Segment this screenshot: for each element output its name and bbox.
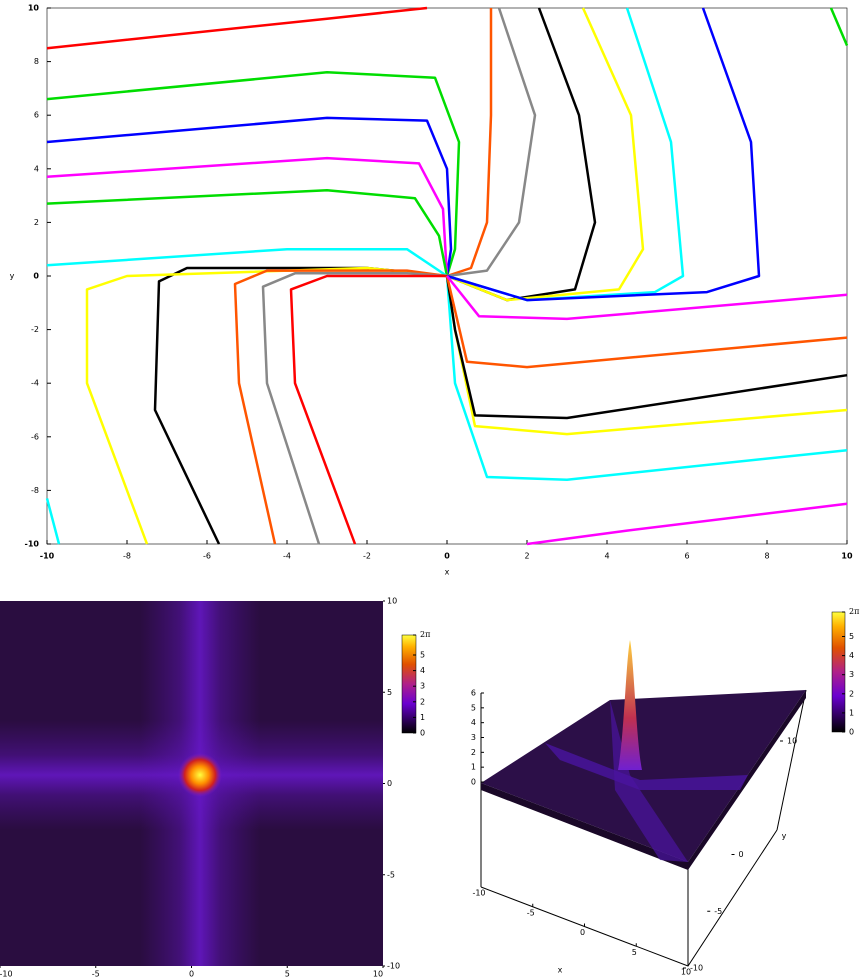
x-tick-label: -2 xyxy=(363,552,371,561)
y-tick-label: 4 xyxy=(34,164,39,173)
z-tick-label: 0 xyxy=(471,778,476,787)
y-tick-label: 2 xyxy=(34,218,39,227)
x-tick-label: -4 xyxy=(283,552,291,561)
trajectory xyxy=(445,275,848,481)
trajectory xyxy=(526,502,848,546)
trajectory xyxy=(289,274,447,545)
surface-image xyxy=(480,640,807,967)
trajectory xyxy=(446,8,493,278)
x-tick-label: -10 xyxy=(0,970,13,979)
x-tick-label: 5 xyxy=(632,948,637,957)
colorbar-tick-label: 2 xyxy=(420,697,425,706)
z-tick-label: 4 xyxy=(471,718,476,727)
trajectory xyxy=(85,266,448,545)
x-tick-label: 6 xyxy=(684,552,689,561)
y-tick-label: -2 xyxy=(31,325,39,334)
trajectory xyxy=(446,7,537,278)
x-tick-label: 5 xyxy=(285,970,290,979)
colorbar-tick-label: 0 xyxy=(420,729,425,738)
z-tick-label: 5 xyxy=(471,703,476,712)
colorbar-tick-label: 1 xyxy=(849,708,854,717)
trajectory xyxy=(233,269,448,545)
y-tick-label: 10 xyxy=(28,4,40,13)
colorbar-tick-label: 3 xyxy=(420,682,425,691)
trajectory xyxy=(46,247,448,278)
trajectory xyxy=(446,7,685,302)
x-tick-label: 4 xyxy=(604,552,609,561)
y-tick-label: -6 xyxy=(31,432,39,441)
x-tick-label: -6 xyxy=(203,552,211,561)
colorbar-tick-label: 2π xyxy=(420,630,430,639)
colorbar-tick-label: 3 xyxy=(849,670,854,679)
colorbar xyxy=(401,634,417,734)
x-tick-label: 0 xyxy=(444,552,450,561)
y-tick-label: 0 xyxy=(739,850,744,859)
trajectory xyxy=(445,275,848,420)
trajectory xyxy=(46,188,449,277)
y-tick-label: -10 xyxy=(690,964,703,973)
y-tick-label: 8 xyxy=(34,57,39,66)
y-tick-label: -5 xyxy=(714,907,722,916)
colorbar-tick-label: 0 xyxy=(849,728,854,737)
x-tick-label: -5 xyxy=(527,908,535,917)
x-tick-label: 10 xyxy=(373,970,383,979)
x-tick-label: 0 xyxy=(189,970,194,979)
trajectory xyxy=(445,275,848,369)
colorbar-tick-label: 4 xyxy=(420,666,425,675)
z-tick-label: 1 xyxy=(471,763,476,772)
y-tick-label: 5 xyxy=(387,688,392,697)
x-tick-label: -5 xyxy=(92,970,100,979)
trajectory xyxy=(46,116,453,277)
y-tick-label: 10 xyxy=(787,737,797,746)
y-axis-label: y xyxy=(10,272,15,281)
trajectory xyxy=(446,275,848,321)
colorbar-tick-label: 5 xyxy=(849,632,854,641)
x-tick-label: 0 xyxy=(580,928,585,937)
x-tick-label: -8 xyxy=(123,552,131,561)
y-tick-label: 10 xyxy=(387,597,397,606)
x-axis-label: x xyxy=(558,966,563,975)
x-axis-label: x xyxy=(445,568,450,577)
y-axis-label: y xyxy=(782,832,787,841)
trajectory xyxy=(46,156,449,277)
x-tick-label: 8 xyxy=(764,552,769,561)
colorbar xyxy=(831,611,846,733)
colorbar-tick-label: 2 xyxy=(849,689,854,698)
y-tick-label: 0 xyxy=(387,779,392,788)
trajectory xyxy=(153,266,448,545)
trajectory xyxy=(46,71,461,277)
heatmap-image xyxy=(0,601,383,966)
x-tick-label: -10 xyxy=(40,552,55,561)
trajectory xyxy=(446,7,597,302)
trajectory xyxy=(45,498,61,545)
x-tick-label: 10 xyxy=(841,552,853,561)
trajectory xyxy=(446,7,645,302)
z-tick-label: 3 xyxy=(471,733,476,742)
colorbar-tick-label: 5 xyxy=(420,651,425,660)
y-tick-label: -8 xyxy=(31,486,39,495)
trajectory xyxy=(446,7,761,302)
y-tick-label: -10 xyxy=(25,540,40,549)
trajectory xyxy=(46,6,428,50)
x-tick-label: -10 xyxy=(472,889,485,898)
y-tick-label: -4 xyxy=(31,379,39,388)
y-tick-label: 6 xyxy=(34,111,39,120)
x-tick-label: 10 xyxy=(681,968,691,977)
z-tick-label: 6 xyxy=(471,689,476,698)
z-tick-label: 2 xyxy=(471,748,476,757)
trajectory xyxy=(829,7,849,46)
y-tick-label: 0 xyxy=(33,272,39,281)
colorbar-tick-label: 4 xyxy=(849,651,854,660)
colorbar-tick-label: 2π xyxy=(849,607,859,616)
colorbar-tick-label: 1 xyxy=(420,713,425,722)
trajectory xyxy=(261,272,448,545)
x-tick-label: 2 xyxy=(524,552,529,561)
y-tick-label: -5 xyxy=(387,870,395,879)
y-tick-label: -10 xyxy=(387,962,400,971)
